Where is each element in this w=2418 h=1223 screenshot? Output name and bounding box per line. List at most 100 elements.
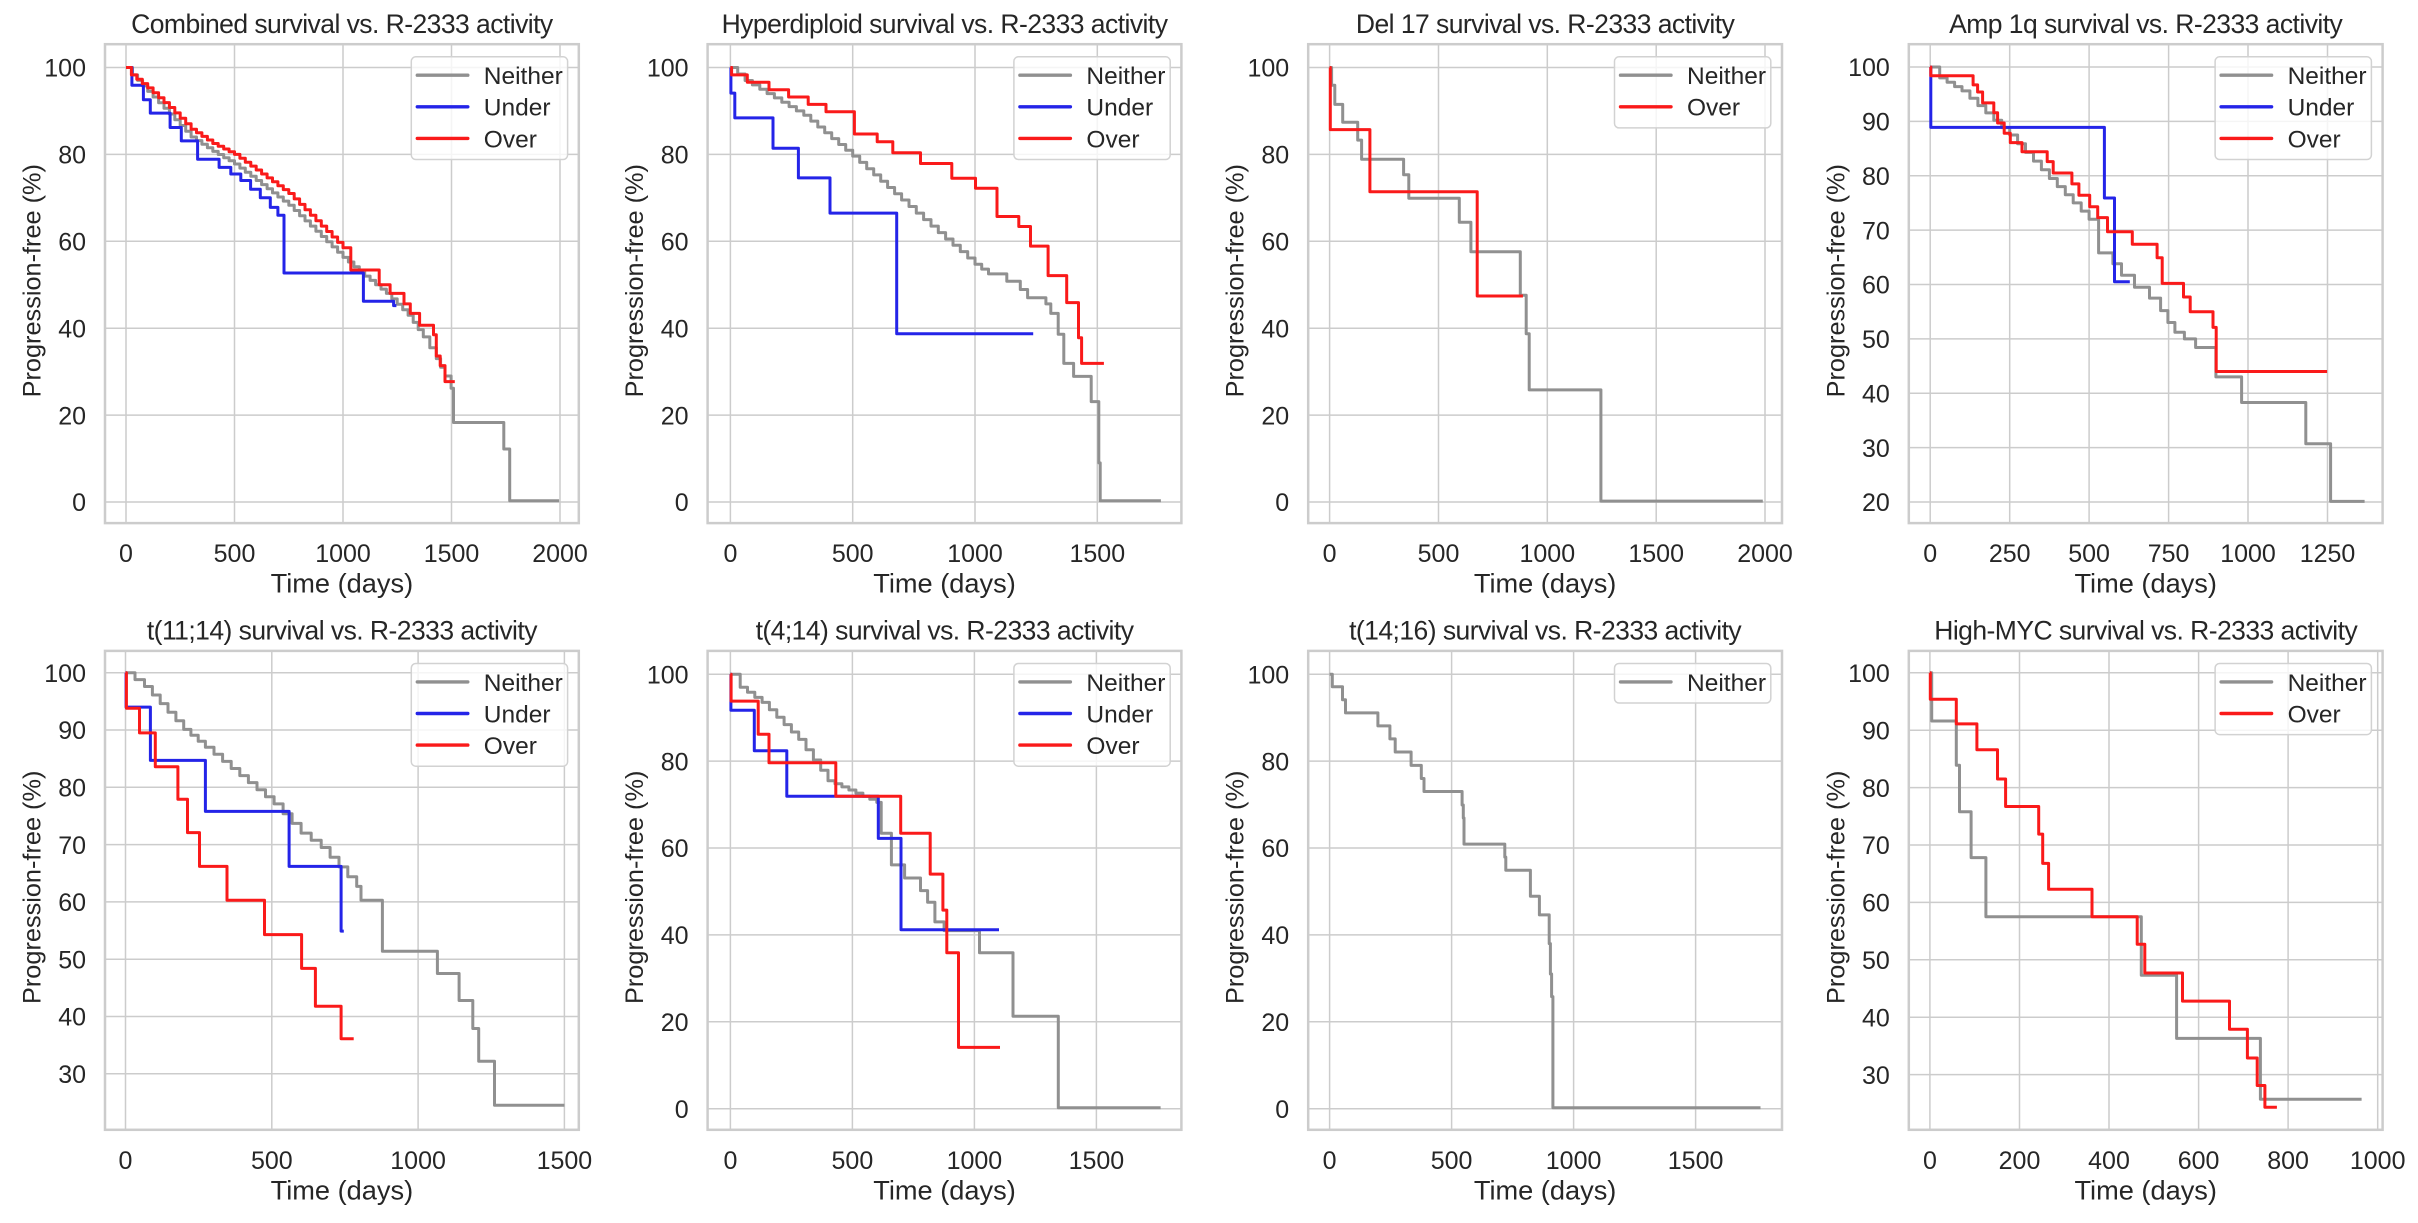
svg-text:100: 100 — [647, 55, 689, 83]
svg-text:Time (days): Time (days) — [2074, 568, 2217, 599]
svg-text:40: 40 — [1261, 922, 1289, 950]
svg-text:Progression-free (%): Progression-free (%) — [19, 164, 47, 397]
svg-text:250: 250 — [1989, 540, 2031, 568]
svg-text:Over: Over — [1086, 126, 1139, 153]
svg-text:0: 0 — [1923, 540, 1937, 568]
svg-text:1250: 1250 — [2300, 540, 2356, 568]
svg-text:20: 20 — [1261, 1009, 1289, 1037]
svg-text:60: 60 — [58, 889, 86, 917]
svg-text:0: 0 — [723, 540, 737, 568]
svg-text:0: 0 — [119, 1147, 133, 1175]
svg-text:Progression-free (%): Progression-free (%) — [1822, 771, 1850, 1004]
svg-text:Neither: Neither — [1086, 670, 1165, 697]
svg-text:40: 40 — [1261, 315, 1289, 343]
svg-text:1000: 1000 — [2220, 540, 2276, 568]
svg-text:Time (days): Time (days) — [873, 568, 1016, 599]
svg-text:Under: Under — [2288, 95, 2355, 122]
svg-text:60: 60 — [1862, 890, 1890, 918]
svg-text:1500: 1500 — [537, 1147, 593, 1175]
svg-text:Del 17 survival vs. R-2333 act: Del 17 survival vs. R-2333 activity — [1356, 9, 1736, 39]
svg-text:500: 500 — [251, 1147, 293, 1175]
svg-text:800: 800 — [2267, 1147, 2309, 1175]
svg-text:Neither: Neither — [1687, 670, 1766, 697]
svg-text:2000: 2000 — [532, 540, 588, 568]
svg-text:20: 20 — [661, 402, 689, 430]
svg-text:Time (days): Time (days) — [873, 1174, 1016, 1205]
svg-text:100: 100 — [44, 660, 86, 688]
svg-text:0: 0 — [1923, 1147, 1937, 1175]
svg-text:Progression-free (%): Progression-free (%) — [621, 164, 649, 397]
svg-text:50: 50 — [58, 946, 86, 974]
svg-text:1000: 1000 — [947, 540, 1003, 568]
svg-text:40: 40 — [661, 922, 689, 950]
svg-text:1000: 1000 — [2350, 1147, 2406, 1175]
svg-text:60: 60 — [58, 229, 86, 257]
svg-text:0: 0 — [675, 489, 689, 517]
svg-text:0: 0 — [72, 489, 86, 517]
svg-text:100: 100 — [647, 661, 689, 689]
svg-text:1000: 1000 — [315, 540, 371, 568]
svg-text:100: 100 — [1247, 55, 1289, 83]
svg-text:t(14;16) survival vs. R-2333 a: t(14;16) survival vs. R-2333 activity — [1349, 616, 1742, 646]
svg-text:Under: Under — [484, 95, 551, 122]
svg-text:500: 500 — [2068, 540, 2110, 568]
svg-text:90: 90 — [1862, 109, 1890, 137]
svg-text:Under: Under — [1086, 95, 1153, 122]
svg-text:80: 80 — [58, 775, 86, 803]
svg-text:Under: Under — [1086, 701, 1153, 728]
svg-text:40: 40 — [1862, 380, 1890, 408]
svg-text:Amp 1q survival vs. R-2333 act: Amp 1q survival vs. R-2333 activity — [1949, 9, 2343, 39]
svg-text:Neither: Neither — [2288, 63, 2367, 90]
svg-text:70: 70 — [58, 832, 86, 860]
svg-text:Over: Over — [1086, 733, 1139, 760]
svg-text:t(11;14) survival vs. R-2333 a: t(11;14) survival vs. R-2333 activity — [147, 616, 538, 646]
svg-text:100: 100 — [1848, 660, 1890, 688]
svg-text:Progression-free (%): Progression-free (%) — [19, 771, 47, 1004]
svg-text:2000: 2000 — [1737, 540, 1793, 568]
svg-text:500: 500 — [832, 540, 874, 568]
svg-text:Neither: Neither — [1086, 63, 1165, 90]
svg-text:40: 40 — [1862, 1004, 1890, 1032]
svg-text:Time (days): Time (days) — [271, 568, 414, 599]
svg-text:Neither: Neither — [484, 63, 563, 90]
svg-text:60: 60 — [1862, 272, 1890, 300]
svg-text:t(4;14) survival vs. R-2333 ac: t(4;14) survival vs. R-2333 activity — [756, 616, 1135, 646]
svg-text:0: 0 — [1323, 1147, 1337, 1175]
svg-text:90: 90 — [1862, 717, 1890, 745]
svg-text:0: 0 — [1323, 540, 1337, 568]
svg-text:100: 100 — [1848, 54, 1890, 82]
svg-text:1000: 1000 — [390, 1147, 446, 1175]
svg-text:Under: Under — [484, 701, 551, 728]
svg-text:50: 50 — [1862, 947, 1890, 975]
svg-text:80: 80 — [661, 142, 689, 170]
svg-text:80: 80 — [1862, 163, 1890, 191]
svg-text:70: 70 — [1862, 832, 1890, 860]
svg-text:0: 0 — [1275, 489, 1289, 517]
svg-text:20: 20 — [1862, 489, 1890, 517]
svg-text:100: 100 — [1247, 661, 1289, 689]
svg-text:90: 90 — [58, 717, 86, 745]
svg-text:0: 0 — [119, 540, 133, 568]
svg-text:40: 40 — [58, 1004, 86, 1032]
svg-text:1500: 1500 — [1069, 1147, 1125, 1175]
svg-text:Time (days): Time (days) — [2074, 1174, 2217, 1205]
svg-text:1500: 1500 — [1668, 1147, 1724, 1175]
svg-text:500: 500 — [1418, 540, 1460, 568]
svg-text:Neither: Neither — [484, 670, 563, 697]
svg-text:40: 40 — [661, 315, 689, 343]
svg-text:Over: Over — [1687, 95, 1740, 122]
svg-text:80: 80 — [1261, 748, 1289, 776]
svg-text:20: 20 — [661, 1009, 689, 1037]
svg-text:0: 0 — [723, 1147, 737, 1175]
svg-text:Progression-free (%): Progression-free (%) — [621, 771, 649, 1004]
svg-text:Time (days): Time (days) — [1474, 568, 1617, 599]
svg-text:Time (days): Time (days) — [1474, 1174, 1617, 1205]
svg-text:1500: 1500 — [1069, 540, 1125, 568]
svg-text:Over: Over — [2288, 126, 2341, 153]
svg-text:80: 80 — [1261, 142, 1289, 170]
svg-text:1000: 1000 — [947, 1147, 1003, 1175]
svg-text:60: 60 — [661, 229, 689, 257]
svg-text:80: 80 — [661, 748, 689, 776]
svg-text:1000: 1000 — [1546, 1147, 1602, 1175]
svg-text:60: 60 — [1261, 229, 1289, 257]
